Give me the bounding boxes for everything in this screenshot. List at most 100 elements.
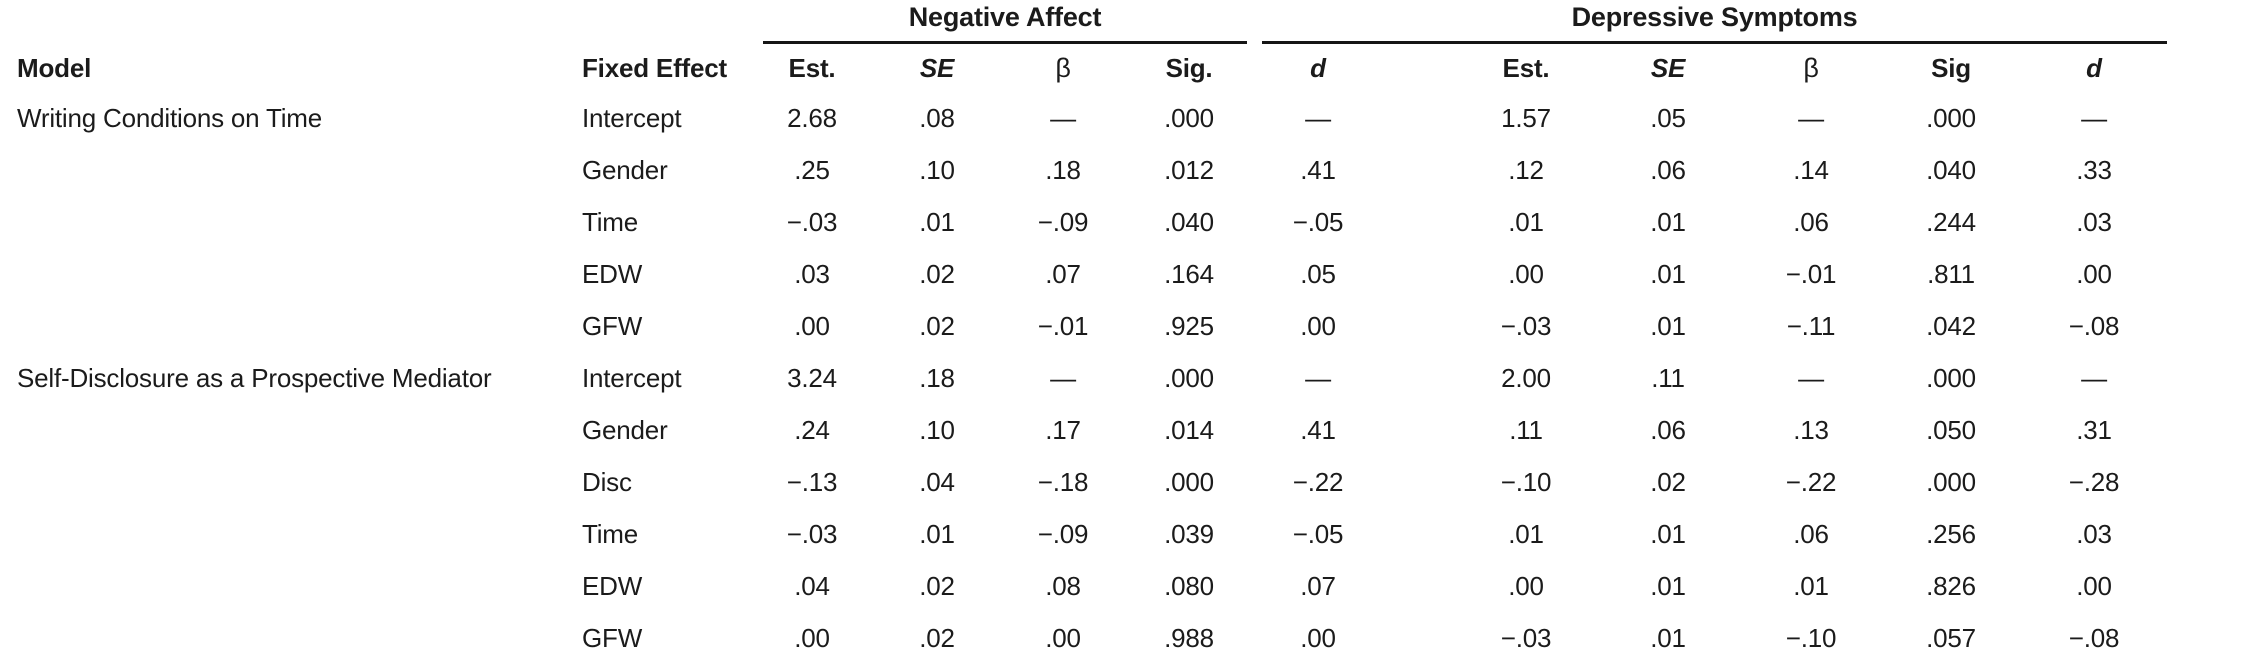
value-cell: .05 <box>1300 258 1336 289</box>
value-cell: −.18 <box>1037 466 1089 497</box>
value-cell: .244 <box>1926 206 1976 237</box>
value-cell: −.13 <box>786 466 838 497</box>
value-cell: .256 <box>1926 518 1976 549</box>
value-cell: .11 <box>1651 362 1685 393</box>
edge-filler <box>2168 248 2242 300</box>
value-cell: .25 <box>794 154 830 185</box>
fixed-effect-cell: EDW <box>582 570 643 601</box>
value-cell: .02 <box>919 258 955 289</box>
table-row: GFW .00 .02 .00 .988 .00 −.03 .01 −.10 .… <box>0 612 2242 664</box>
value-cell: −.03 <box>786 518 838 549</box>
edge-filler <box>2168 456 2242 508</box>
value-cell: .00 <box>1300 310 1336 341</box>
column-header-row: Model Fixed Effect Est. SE β Sig. d Est.… <box>0 44 2242 92</box>
value-cell: .14 <box>1793 154 1829 185</box>
value-cell: .06 <box>1793 518 1829 549</box>
model-cell <box>0 560 560 612</box>
value-cell: −.03 <box>1500 310 1552 341</box>
value-cell: .000 <box>1164 102 1214 133</box>
col-header-beta-ds: β <box>1803 52 1819 83</box>
table-row: Gender .24 .10 .17 .014 .41 .11 .06 .13 … <box>0 404 2242 456</box>
value-cell: 1.57 <box>1501 102 1551 133</box>
value-cell: .040 <box>1926 154 1976 185</box>
value-cell: — <box>2081 102 2107 133</box>
column-gap <box>1384 248 1456 300</box>
model-cell <box>0 508 560 560</box>
model-cell <box>0 456 560 508</box>
col-header-sig-na: Sig. <box>1165 52 1213 83</box>
model-cell <box>0 612 560 664</box>
value-cell: .03 <box>2076 518 2112 549</box>
value-cell: .07 <box>1045 258 1081 289</box>
value-cell: .01 <box>1508 206 1544 237</box>
value-cell: .18 <box>919 362 955 393</box>
value-cell: .811 <box>1927 258 1975 289</box>
edge-filler <box>2168 352 2242 404</box>
value-cell: .05 <box>1650 102 1686 133</box>
value-cell: 2.00 <box>1501 362 1551 393</box>
value-cell: — <box>2081 362 2107 393</box>
value-cell: .00 <box>1508 570 1544 601</box>
value-cell: .01 <box>1650 258 1686 289</box>
value-cell: .164 <box>1164 258 1214 289</box>
col-header-se-ds: SE <box>1650 52 1686 83</box>
value-cell: .050 <box>1926 414 1976 445</box>
col-header-fixed-effect: Fixed Effect <box>582 52 727 83</box>
fixed-effect-cell: Disc <box>582 466 632 497</box>
value-cell: — <box>1305 362 1331 393</box>
value-cell: .04 <box>794 570 830 601</box>
value-cell: −.05 <box>1292 518 1344 549</box>
model-cell: Writing Conditions on Time <box>17 102 323 133</box>
value-cell: .04 <box>919 466 955 497</box>
model-cell: Self-Disclosure as a Prospective Mediato… <box>17 362 492 393</box>
value-cell: .012 <box>1164 154 1214 185</box>
column-gap <box>1384 404 1456 456</box>
value-cell: −.22 <box>1292 466 1344 497</box>
value-cell: .07 <box>1300 570 1336 601</box>
value-cell: .06 <box>1650 414 1686 445</box>
value-cell: −.09 <box>1037 518 1089 549</box>
value-cell: .042 <box>1926 310 1976 341</box>
value-cell: .02 <box>919 622 955 653</box>
value-cell: — <box>1305 102 1331 133</box>
edge-filler <box>2168 612 2242 664</box>
fixed-effect-cell: Intercept <box>582 362 682 393</box>
fixed-effect-cell: Time <box>582 206 639 237</box>
table-row: Time −.03 .01 −.09 .040 −.05 .01 .01 .06… <box>0 196 2242 248</box>
value-cell: −.28 <box>2068 466 2120 497</box>
value-cell: .02 <box>919 570 955 601</box>
column-gap <box>1384 560 1456 612</box>
value-cell: −.10 <box>1785 622 1837 653</box>
table-row: GFW .00 .02 −.01 .925 .00 −.03 .01 −.11 … <box>0 300 2242 352</box>
value-cell: .00 <box>2076 570 2112 601</box>
value-cell: .00 <box>1045 622 1081 653</box>
value-cell: .000 <box>1164 466 1214 497</box>
table-row: EDW .03 .02 .07 .164 .05 .00 .01 −.01 .8… <box>0 248 2242 300</box>
value-cell: .040 <box>1164 206 1214 237</box>
fixed-effect-cell: Gender <box>582 154 668 185</box>
value-cell: .31 <box>2076 414 2112 445</box>
column-gap <box>1384 144 1456 196</box>
value-cell: .17 <box>1045 414 1081 445</box>
edge-filler <box>2168 144 2242 196</box>
model-cell <box>0 248 560 300</box>
col-header-d-ds: d <box>2086 52 2102 83</box>
value-cell: .08 <box>1045 570 1081 601</box>
table-row: Writing Conditions on Time Intercept 2.6… <box>0 92 2242 144</box>
group-header-row: Negative Affect Depressive Symptoms <box>0 0 2242 44</box>
col-header-sig-ds: Sig <box>1931 52 1971 83</box>
value-cell: .06 <box>1650 154 1686 185</box>
column-gap <box>1384 508 1456 560</box>
value-cell: .00 <box>794 310 830 341</box>
value-cell: .000 <box>1926 362 1976 393</box>
table-row: Time −.03 .01 −.09 .039 −.05 .01 .01 .06… <box>0 508 2242 560</box>
value-cell: — <box>1798 102 1824 133</box>
model-cell <box>0 300 560 352</box>
fixed-effect-cell: EDW <box>582 258 643 289</box>
column-gap <box>1384 92 1456 144</box>
value-cell: .01 <box>1650 206 1686 237</box>
value-cell: −.08 <box>2068 622 2120 653</box>
table-row: Disc −.13 .04 −.18 .000 −.22 −.10 .02 −.… <box>0 456 2242 508</box>
value-cell: .12 <box>1508 154 1544 185</box>
